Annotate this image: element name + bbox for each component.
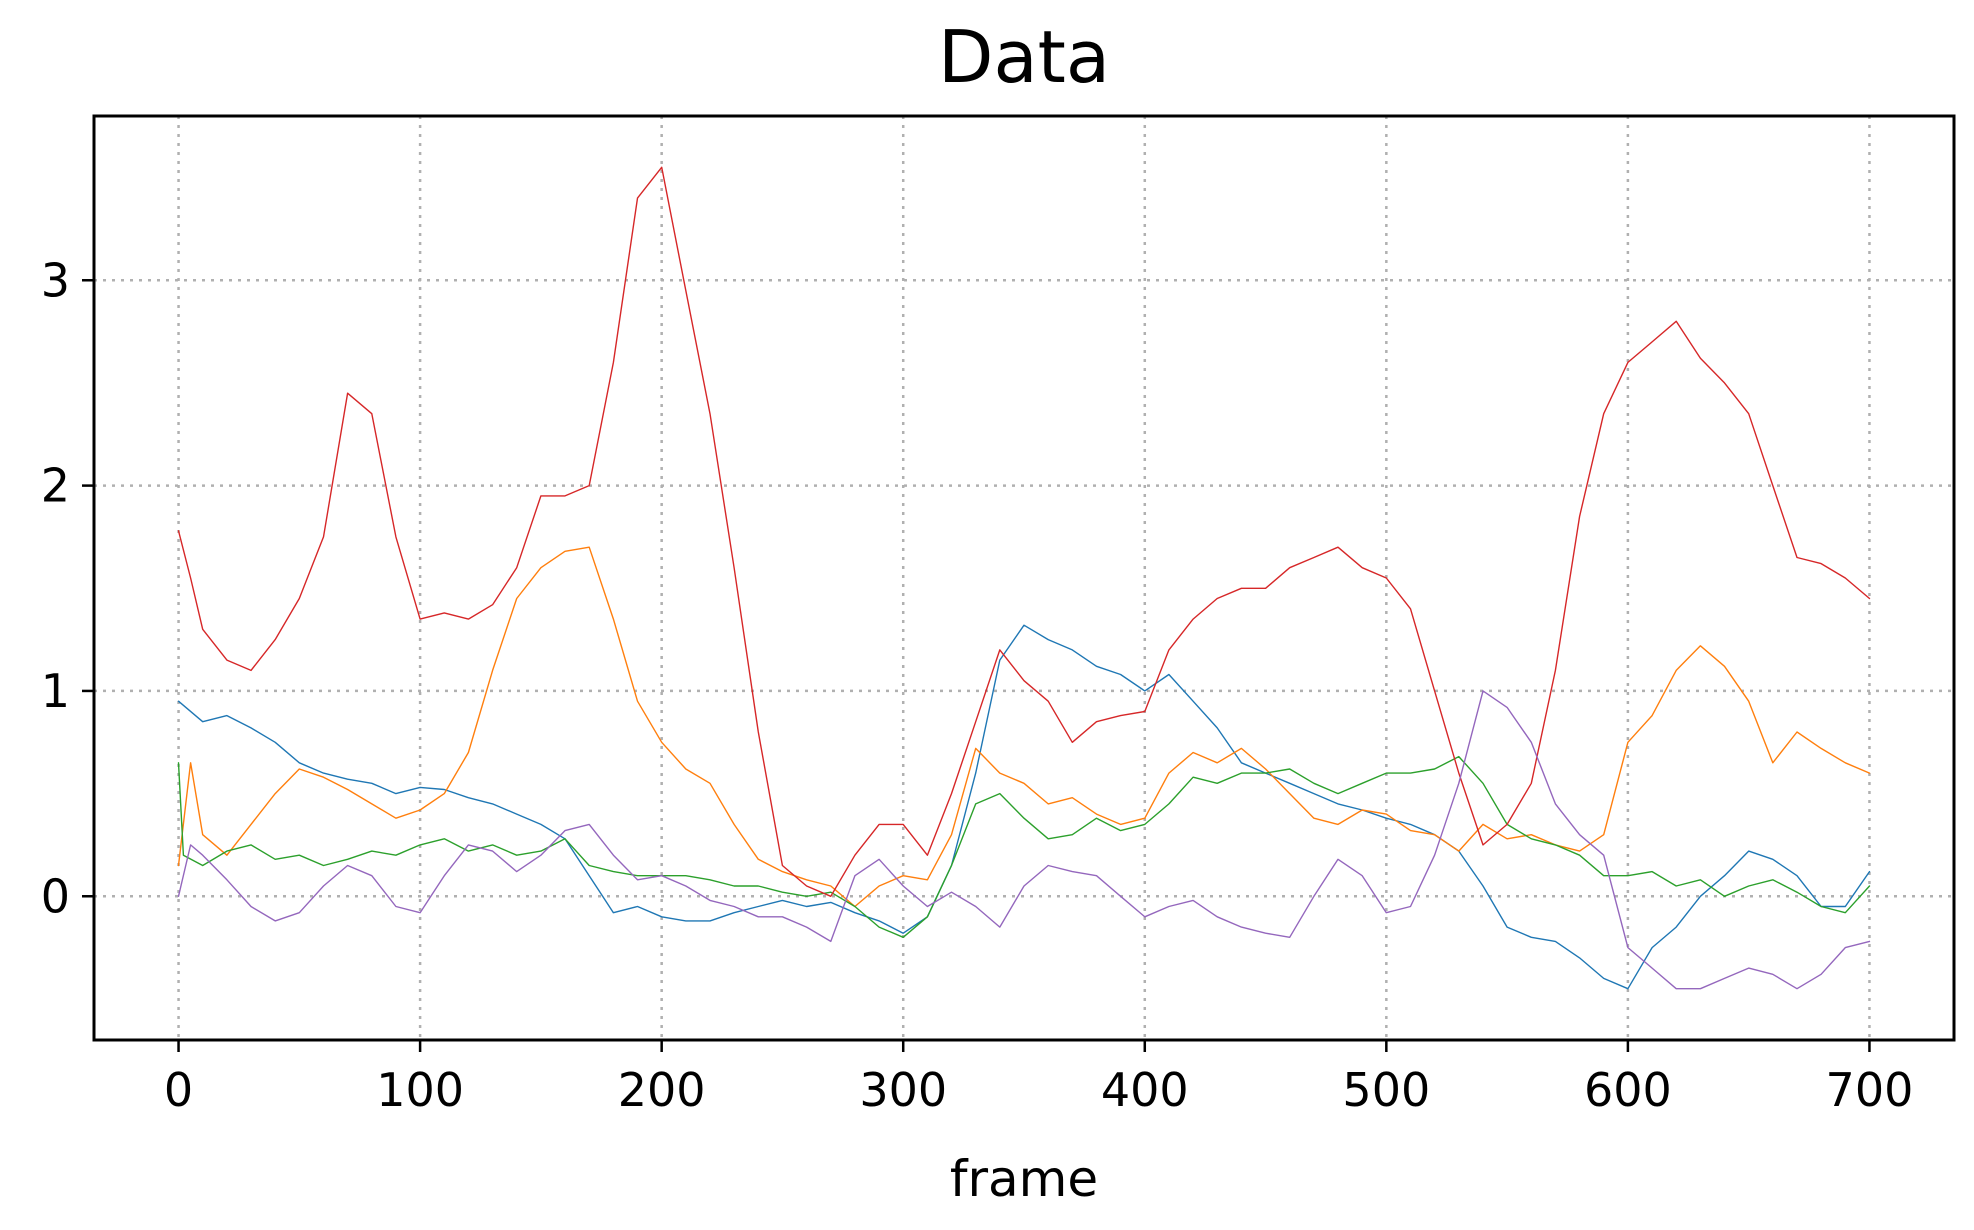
x-axis-label: frame [950,1150,1098,1208]
x-tick-label: 100 [376,1063,464,1117]
x-tick-label: 500 [1342,1063,1430,1117]
y-axis-ticks: 0 1 2 3 [41,253,94,923]
series-line-2 [177,546,1871,908]
x-tick-label: 700 [1826,1063,1914,1117]
series-line-3 [177,755,1871,938]
y-tick-label: 1 [41,664,70,718]
grid [94,116,1954,1040]
series-layer [177,166,1871,990]
x-tick-label: 600 [1584,1063,1672,1117]
y-tick-label: 3 [41,253,70,307]
y-tick-label: 0 [41,869,70,923]
series-line-4 [177,166,1871,897]
plot-frame [92,114,1956,1042]
x-axis-ticks: 0 100 200 300 400 500 600 700 [164,1040,1913,1117]
x-tick-label: 200 [618,1063,706,1117]
chart-title: Data [938,15,1110,99]
series-line-1 [177,624,1871,990]
x-tick-label: 0 [164,1063,193,1117]
y-tick-label: 2 [41,459,70,513]
x-tick-label: 400 [1101,1063,1189,1117]
x-tick-label: 300 [859,1063,947,1117]
series-line-5 [177,690,1871,990]
